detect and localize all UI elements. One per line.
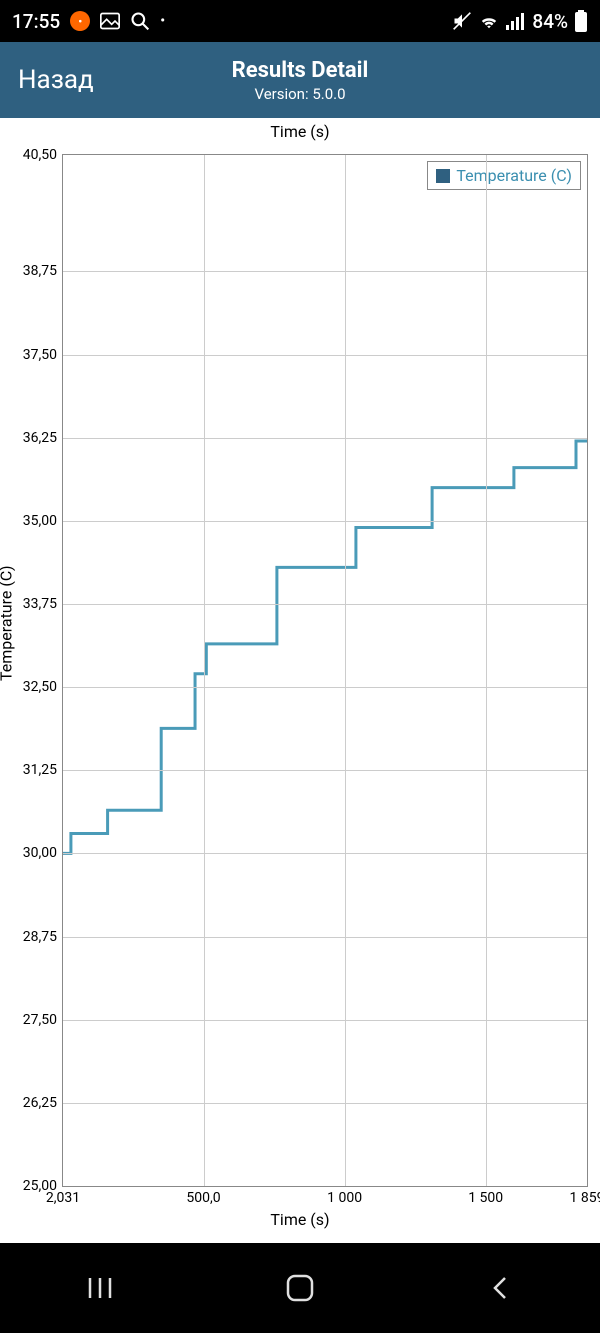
grid-line-h [63,853,587,854]
y-tick-label: 40,50 [23,147,57,163]
x-tick-label: 1 859 [570,1190,600,1206]
recent-apps-button[interactable] [40,1258,160,1318]
battery-text: 84% [532,10,568,33]
grid-line-h [63,1103,587,1104]
y-tick-label: 35,00 [23,513,57,529]
grid-line-h [63,521,587,522]
navigation-bar [0,1243,600,1333]
grid-line-h [63,687,587,688]
mute-icon [452,11,472,31]
back-button[interactable]: Назад [0,65,94,95]
y-tick-label: 37,50 [23,347,57,363]
y-tick-label: 36,25 [23,430,57,446]
search-icon [130,11,150,31]
y-axis-label: Temperature (C) [0,565,16,681]
status-time: 17:55 [12,10,60,33]
x-tick-label: 1 000 [327,1190,362,1206]
y-tick-label: 38,75 [23,263,57,279]
grid-line-v [486,155,487,1186]
x-tick-label: 2,031 [46,1190,80,1206]
status-bar: 17:55 • • 84% [0,0,600,42]
grid-line-v [204,155,205,1186]
nav-back-button[interactable] [440,1258,560,1318]
y-tick-label: 33,75 [23,596,57,612]
grid-line-h [63,937,587,938]
battery-icon [574,10,588,32]
x-axis-label: Time (s) [0,1210,600,1229]
y-tick-label: 26,25 [23,1095,57,1111]
grid-line-v [345,155,346,1186]
y-tick-label: 30,00 [23,845,57,861]
chart-title-top: Time (s) [0,118,600,141]
mi-icon: • [70,11,90,31]
grid-line-h [63,355,587,356]
plot-box[interactable]: Temperature (C) 25,0026,2527,5028,7530,0… [62,154,588,1187]
gallery-icon [100,12,120,30]
signal-icon [506,12,526,30]
wifi-icon [478,12,500,30]
grid-line-h [63,1020,587,1021]
grid-line-h [63,438,587,439]
y-tick-label: 32,50 [23,679,57,695]
status-left: 17:55 • • [12,10,165,33]
grid-line-h [63,604,587,605]
x-tick-label: 500,0 [186,1190,220,1206]
y-tick-label: 27,50 [23,1012,57,1028]
y-tick-label: 31,25 [23,762,57,778]
chart-area: Time (s) Temperature (C) Temperature (C)… [0,118,600,1243]
chart-line [63,155,587,1186]
y-tick-label: 28,75 [23,929,57,945]
grid-line-h [63,271,587,272]
status-right: 84% [452,10,588,33]
home-button[interactable] [240,1258,360,1318]
dot-icon: • [160,13,165,29]
x-tick-label: 1 500 [468,1190,503,1206]
app-bar: Назад Results Detail Version: 5.0.0 [0,42,600,118]
grid-line-h [63,770,587,771]
